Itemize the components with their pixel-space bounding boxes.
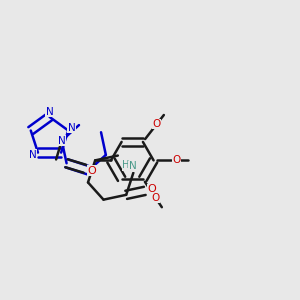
Text: N: N <box>58 136 66 146</box>
Text: O: O <box>152 193 160 203</box>
Text: N: N <box>68 123 76 133</box>
Text: O: O <box>153 119 161 129</box>
Text: O: O <box>147 184 156 194</box>
Text: O: O <box>87 166 96 176</box>
Text: H: H <box>122 160 130 170</box>
Text: N: N <box>46 106 53 117</box>
Text: N: N <box>129 161 136 171</box>
Text: N: N <box>29 150 37 160</box>
Text: O: O <box>172 155 180 165</box>
